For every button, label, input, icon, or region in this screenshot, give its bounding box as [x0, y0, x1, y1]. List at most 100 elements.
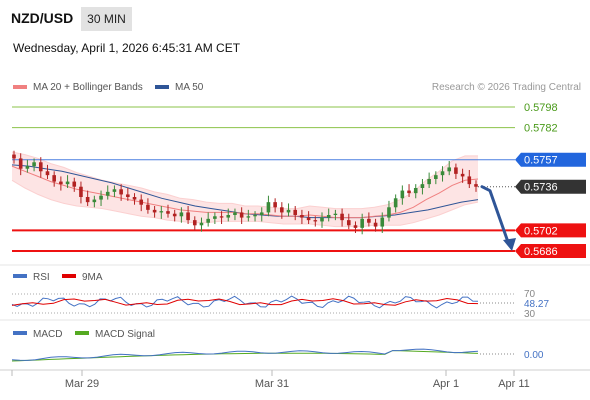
candle-bull — [434, 175, 438, 179]
candle-bull — [320, 217, 324, 222]
candle-bear — [353, 225, 358, 228]
level-badge-support-target — [515, 223, 586, 238]
candle-bull — [387, 207, 391, 218]
x-tick-label: Mar 31 — [255, 378, 289, 390]
candle-bull — [259, 212, 264, 215]
moving-averages — [11, 164, 479, 219]
level-label-support-target: 0.5702 — [524, 225, 558, 237]
forecast-arrow — [480, 185, 516, 251]
candle-bear — [239, 212, 244, 218]
candle-bull — [400, 190, 405, 199]
candle-bull — [427, 179, 431, 185]
level-label-last-price: 0.5736 — [524, 182, 558, 194]
candle-bear — [293, 209, 298, 215]
candle-bear — [346, 220, 351, 226]
level-badge-last-price — [515, 179, 586, 194]
candle-bull — [393, 198, 398, 208]
bollinger-bands — [11, 151, 479, 228]
candle-bear — [467, 176, 472, 185]
candle-bear — [52, 175, 56, 182]
candle-bear — [126, 194, 130, 197]
candle-bear — [280, 207, 284, 213]
ma20-line — [11, 165, 479, 219]
candle-bull — [213, 216, 217, 219]
level-label-resistance-target: 0.5782 — [524, 123, 558, 135]
macd-value-label: 0.00 — [524, 350, 544, 361]
candle-bear — [460, 173, 465, 177]
candle-bear — [454, 167, 458, 174]
ma20-legend-swatch — [13, 85, 27, 89]
candle-bear — [119, 189, 123, 195]
candle-bear — [186, 212, 190, 221]
macd-legend-swatch — [13, 331, 27, 335]
candle-bull — [266, 202, 271, 213]
candle-bear — [474, 184, 478, 187]
bollinger-band-area — [12, 152, 478, 227]
candle-bear — [373, 222, 378, 227]
candle-bull — [420, 184, 425, 188]
candle-bull — [92, 199, 97, 203]
candle-bear — [306, 217, 311, 221]
candle-bull — [99, 195, 103, 200]
price-levels — [12, 106, 515, 252]
rsi-legend-swatch — [13, 274, 27, 278]
candle-bear — [407, 190, 411, 194]
candlesticks — [12, 150, 478, 235]
candle-bull — [440, 171, 445, 176]
candle-bear — [45, 171, 50, 176]
candle-bear — [313, 220, 318, 222]
ma20-legend-label: MA 20 + Bollinger Bands — [33, 82, 143, 93]
level-label-resistance-target: 0.5798 — [524, 102, 558, 114]
candle-bull — [413, 188, 418, 194]
candle-bull — [333, 213, 338, 215]
candle-bear — [172, 213, 177, 217]
chart-datetime: Wednesday, April 1, 2026 6:45:31 AM CET — [13, 41, 241, 55]
currency-pair-title: NZD/USD — [11, 10, 74, 26]
candle-bear — [146, 204, 150, 210]
macd-line — [11, 348, 479, 361]
rsi-legend-label: RSI — [33, 272, 50, 283]
x-tick-label: Apr 11 — [498, 378, 530, 390]
main-legend: MA 20 + Bollinger Bands MA 50 Research ©… — [13, 82, 581, 93]
candle-bear — [79, 186, 83, 197]
bollinger-upper-band — [11, 151, 478, 210]
candle-bull — [360, 218, 364, 228]
macd-signal-line — [11, 350, 479, 362]
level-badge-support-target — [515, 244, 586, 258]
candle-bull — [65, 181, 70, 185]
candle-bull — [447, 167, 452, 172]
macd-signal-legend-label: MACD Signal — [95, 329, 155, 340]
level-label-support-target: 0.5686 — [524, 246, 558, 258]
copyright-text: Research © 2026 Trading Central — [432, 82, 581, 93]
candle-bull — [233, 212, 237, 215]
rsi-ma-line — [11, 297, 479, 306]
candle-bull — [380, 217, 385, 227]
candle-bull — [286, 209, 291, 213]
forecast-arrow-shaft — [480, 185, 510, 244]
candle-bear — [166, 211, 170, 214]
candle-bull — [105, 191, 110, 196]
rsi-ma-legend-swatch — [62, 274, 76, 278]
candle-bull — [159, 211, 164, 213]
rsi-line — [11, 295, 479, 309]
macd-legend-label: MACD — [33, 329, 62, 340]
candle-bear — [273, 202, 277, 208]
forecast-arrow-head — [503, 238, 516, 251]
chart-header: NZD/USD 30 MIN — [0, 0, 590, 34]
candle-bear — [18, 158, 23, 169]
candle-bear — [132, 197, 137, 200]
x-tick-label: Apr 1 — [433, 378, 459, 390]
candle-bear — [38, 162, 43, 172]
x-axis: Mar 29 Mar 31 Apr 1 Apr 11 — [11, 370, 530, 390]
level-badge-pivot — [515, 152, 586, 167]
candle-bear — [219, 216, 224, 218]
timeframe-button[interactable]: 30 MIN — [81, 7, 132, 31]
rsi-panel: RSI 9MA 70 30 48.27 — [11, 272, 549, 320]
ma50-legend-swatch — [155, 85, 169, 89]
rsi-value-label: 48.27 — [524, 299, 549, 310]
candle-bear — [340, 213, 344, 221]
candle-bull — [206, 218, 210, 223]
macd-panel: MACD MACD Signal 0.00 — [11, 329, 544, 362]
candle-bear — [59, 181, 63, 185]
